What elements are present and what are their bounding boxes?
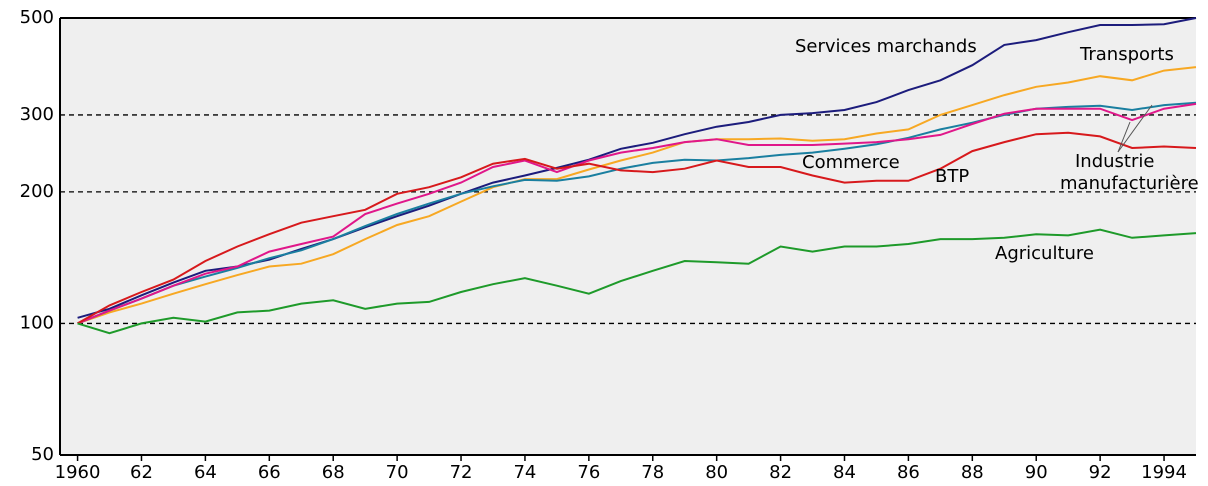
x-tick-label: 1960: [55, 462, 101, 483]
leader-line: [1117, 104, 1153, 153]
x-tick-label: 1994: [1141, 462, 1187, 483]
x-tick-label: 74: [513, 462, 536, 483]
series-label: Transports: [1079, 44, 1174, 65]
series-label: BTP: [935, 166, 969, 187]
x-tick-label: 82: [769, 462, 792, 483]
x-tick-label: 78: [641, 462, 664, 483]
x-tick-label: 80: [705, 462, 728, 483]
x-tick-label: 64: [194, 462, 217, 483]
x-tick-label: 70: [386, 462, 409, 483]
series-line: [77, 131, 1197, 325]
x-tick-label: 86: [897, 462, 920, 483]
series-label: Industrie manufacturière: [1060, 151, 1199, 194]
y-tick-label: 100: [20, 312, 54, 333]
x-tick-label: 76: [577, 462, 600, 483]
x-tick-label: 90: [1025, 462, 1048, 483]
x-tick-label: 68: [322, 462, 345, 483]
series-line: [77, 228, 1197, 335]
x-tick-label: 72: [450, 462, 473, 483]
series-label: Agriculture: [995, 243, 1094, 264]
y-tick-label: 300: [20, 104, 54, 125]
y-tick-label: 500: [20, 7, 54, 28]
series-label: Services marchands: [795, 36, 977, 57]
x-tick-label: 88: [961, 462, 984, 483]
x-tick-label: 92: [1089, 462, 1112, 483]
leader-line: [1117, 121, 1131, 153]
x-tick-label: 66: [258, 462, 281, 483]
x-tick-label: 62: [130, 462, 153, 483]
y-tick-label: 50: [31, 444, 54, 465]
series-line: [77, 66, 1197, 325]
series-label: Commerce: [802, 152, 900, 173]
x-tick-label: 84: [833, 462, 856, 483]
series-line: [77, 102, 1197, 325]
y-tick-label: 200: [20, 181, 54, 202]
plot-area: [60, 18, 1196, 455]
